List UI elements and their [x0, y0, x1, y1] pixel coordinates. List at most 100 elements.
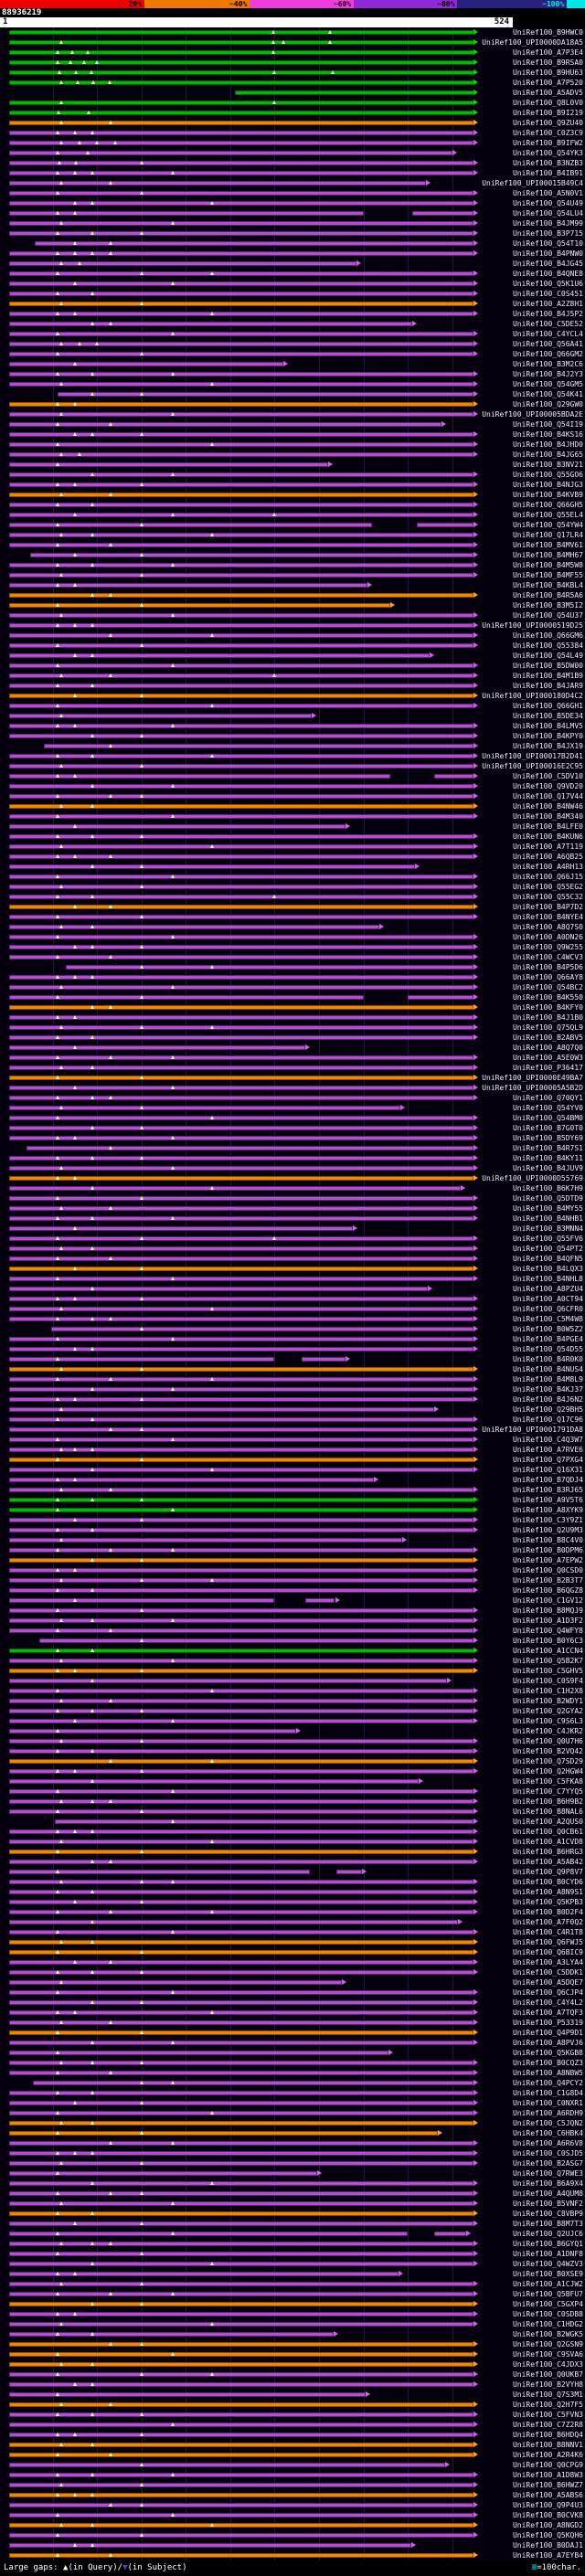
hit-bar[interactable] — [9, 1498, 473, 1502]
hit-bar[interactable] — [301, 1357, 346, 1362]
hit-bar[interactable] — [9, 1799, 473, 1804]
hit-label[interactable]: UniRef100_C4Y4L2 — [512, 1998, 583, 2007]
hit-label[interactable]: UniRef100_C5FKA8 — [512, 1777, 583, 1786]
hit-label[interactable]: UniRef100_A5N0V1 — [512, 189, 583, 197]
hit-label[interactable]: UniRef100_A7EYB4 — [512, 2551, 583, 2560]
hit-label[interactable]: UniRef100_C0S9F4 — [512, 1677, 583, 1685]
hit-bar[interactable] — [9, 864, 415, 869]
hit-label[interactable]: UniRef100_UPI00015B49C4 — [482, 179, 583, 187]
hit-bar[interactable] — [9, 2252, 473, 2256]
hit-label[interactable]: UniRef100_Q7SD29 — [512, 1757, 583, 1765]
hit-label[interactable]: UniRef100_A5ABS6 — [512, 2491, 583, 2499]
hit-label[interactable]: UniRef100_Q66AY8 — [512, 973, 583, 981]
hit-bar[interactable] — [50, 1327, 473, 1331]
hit-label[interactable]: UniRef100_B4LFE0 — [512, 822, 583, 831]
hit-label[interactable]: UniRef100_Q5DTD9 — [512, 1194, 583, 1203]
hit-label[interactable]: UniRef100_Q5BFU7 — [512, 2290, 583, 2298]
hit-bar[interactable] — [9, 2171, 317, 2176]
hit-bar[interactable] — [9, 302, 473, 306]
hit-bar[interactable] — [9, 1548, 473, 1553]
hit-bar[interactable] — [9, 1106, 401, 1110]
hit-bar[interactable] — [9, 844, 473, 849]
hit-bar[interactable] — [9, 1659, 473, 1663]
hit-bar[interactable] — [9, 1196, 473, 1201]
hit-bar[interactable] — [9, 151, 452, 155]
hit-bar[interactable] — [9, 2030, 473, 2035]
hit-bar[interactable] — [9, 885, 473, 889]
hit-label[interactable]: UniRef100_Q17LR4 — [512, 531, 583, 539]
hit-label[interactable]: UniRef100_A5E0W3 — [512, 1054, 583, 1062]
hit-bar[interactable] — [9, 2553, 473, 2558]
hit-bar[interactable] — [9, 1347, 473, 1352]
hit-label[interactable]: UniRef100_Q6FWJ5 — [512, 1938, 583, 1946]
hit-label[interactable]: UniRef100_Q5KPB3 — [512, 1898, 583, 1906]
hit-label[interactable]: UniRef100_Q54PT2 — [512, 1245, 583, 1253]
hit-label[interactable]: UniRef100_Q6BIC9 — [512, 1948, 583, 1956]
hit-label[interactable]: UniRef100_C0Z3C9 — [512, 129, 583, 137]
hit-bar[interactable] — [9, 80, 473, 85]
hit-bar[interactable] — [9, 2322, 473, 2327]
hit-bar[interactable] — [9, 1759, 473, 1764]
hit-bar[interactable] — [9, 2000, 473, 2005]
hit-label[interactable]: UniRef100_C5DV10 — [512, 772, 583, 780]
hit-bar[interactable] — [9, 1588, 473, 1593]
hit-label[interactable]: UniRef100_B4JG45 — [512, 260, 583, 268]
hit-bar[interactable] — [9, 1005, 473, 1010]
hit-bar[interactable] — [9, 1528, 473, 1532]
hit-bar[interactable] — [9, 814, 473, 819]
hit-label[interactable]: UniRef100_UPI0001791DA8 — [482, 1426, 583, 1434]
hit-bar[interactable] — [9, 2382, 473, 2387]
hit-bar[interactable] — [9, 1447, 473, 1452]
hit-label[interactable]: UniRef100_C5JQN2 — [512, 2119, 583, 2127]
hit-bar[interactable] — [9, 1628, 473, 1633]
hit-label[interactable]: UniRef100_B4KS16 — [512, 430, 583, 439]
hit-bar[interactable] — [9, 1277, 473, 1281]
hit-bar[interactable] — [9, 694, 473, 698]
hit-bar[interactable] — [9, 1166, 473, 1171]
hit-label[interactable]: UniRef100_C9SVA6 — [512, 2350, 583, 2359]
hit-label[interactable]: UniRef100_B4NYE4 — [512, 913, 583, 921]
hit-label[interactable]: UniRef100_Q66GM2 — [512, 350, 583, 358]
hit-label[interactable]: UniRef100_B4KUN6 — [512, 832, 583, 841]
hit-label[interactable]: UniRef100_B4J2Y3 — [512, 370, 583, 378]
hit-bar[interactable] — [9, 493, 473, 497]
hit-label[interactable]: UniRef100_C5DDK1 — [512, 1968, 583, 1977]
hit-label[interactable]: UniRef100_C8VBP9 — [512, 2210, 583, 2218]
hit-bar[interactable] — [9, 2433, 473, 2437]
hit-bar[interactable] — [9, 231, 473, 236]
hit-bar[interactable] — [9, 1367, 473, 1372]
hit-label[interactable]: UniRef100_B4KFY0 — [512, 1003, 583, 1012]
hit-label[interactable]: UniRef100_B0CVK8 — [512, 2511, 583, 2519]
hit-bar[interactable] — [9, 2302, 473, 2306]
hit-label[interactable]: UniRef100_B4MV61 — [512, 541, 583, 549]
hit-label[interactable]: UniRef100_B0DAJ1 — [512, 2541, 583, 2549]
hit-bar[interactable] — [9, 2191, 473, 2196]
hit-bar[interactable] — [9, 2362, 473, 2367]
hit-label[interactable]: UniRef100_B0XSE9 — [512, 2270, 583, 2278]
hit-label[interactable]: UniRef100_Q55C32 — [512, 893, 583, 901]
hit-label[interactable]: UniRef100_C1HDG2 — [512, 2320, 583, 2328]
hit-bar[interactable] — [9, 2282, 473, 2286]
hit-bar[interactable] — [234, 90, 473, 95]
hit-label[interactable]: UniRef100_B4PGE4 — [512, 1335, 583, 1343]
hit-label[interactable]: UniRef100_Q29GW0 — [512, 400, 583, 408]
hit-bar[interactable] — [9, 1427, 473, 1432]
hit-bar[interactable] — [9, 181, 426, 186]
hit-bar[interactable] — [9, 1749, 473, 1754]
hit-label[interactable]: UniRef100_B2WDY1 — [512, 1697, 583, 1705]
hit-bar[interactable] — [9, 1839, 473, 1844]
hit-label[interactable]: UniRef100_C4YCL4 — [512, 330, 583, 338]
hit-bar[interactable] — [35, 241, 473, 246]
hit-bar[interactable] — [26, 1146, 473, 1150]
hit-label[interactable]: UniRef100_C4WCV3 — [512, 953, 583, 961]
hit-label[interactable]: UniRef100_Q2GYA2 — [512, 1707, 583, 1715]
hit-bar[interactable] — [9, 2342, 473, 2347]
hit-label[interactable]: UniRef100_B8NAL6 — [512, 1807, 583, 1816]
hit-bar[interactable] — [9, 1769, 473, 1774]
hit-bar[interactable] — [9, 281, 473, 286]
hit-bar[interactable] — [9, 1478, 375, 1482]
hit-label[interactable]: UniRef100_B4JG65 — [512, 451, 583, 459]
hit-label[interactable]: UniRef100_B9HU63 — [512, 69, 583, 77]
hit-bar[interactable] — [9, 1930, 473, 1935]
hit-bar[interactable] — [305, 1598, 335, 1603]
